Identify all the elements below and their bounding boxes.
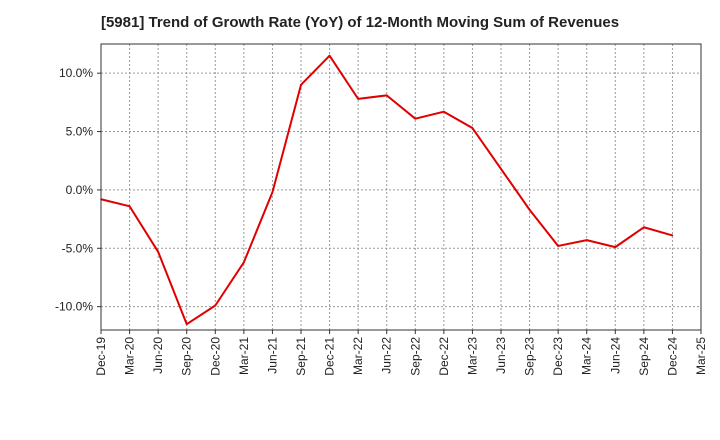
x-tick-label: Dec-22 <box>437 337 451 376</box>
chart-title: [5981] Trend of Growth Rate (YoY) of 12-… <box>100 14 620 31</box>
x-tick-label: Dec-24 <box>665 337 679 376</box>
x-tick-label: Mar-24 <box>580 337 594 375</box>
data-point <box>357 98 359 100</box>
x-tick-label: Sep-20 <box>180 337 194 376</box>
data-point <box>157 250 159 253</box>
x-tick-label: Jun-23 <box>494 337 508 374</box>
x-tick-label: Sep-23 <box>523 337 537 376</box>
data-point <box>243 261 245 264</box>
x-tick-label: Mar-22 <box>351 337 365 375</box>
x-tick-label: Jun-24 <box>608 337 622 374</box>
data-point <box>557 245 559 247</box>
data-point <box>500 168 502 170</box>
data-point <box>385 94 388 97</box>
x-tick-label: Dec-23 <box>551 337 565 376</box>
x-tick-label: Sep-21 <box>294 337 308 376</box>
data-point <box>614 246 617 248</box>
y-tick-label: 0.0% <box>66 183 94 197</box>
data-point <box>585 239 588 241</box>
data-point <box>414 117 417 120</box>
data-point <box>328 54 331 57</box>
plot-frame <box>100 43 702 331</box>
data-point <box>185 323 188 325</box>
data-point <box>528 208 531 211</box>
data-point <box>643 226 645 229</box>
x-tick-label: Mar-25 <box>694 337 708 375</box>
data-point <box>300 84 302 86</box>
x-tick-label: Dec-21 <box>323 337 337 376</box>
data-point <box>443 110 445 113</box>
x-tick-label: Mar-23 <box>465 337 479 375</box>
x-tick-label: Sep-24 <box>637 337 651 376</box>
x-tick-label: Dec-20 <box>208 337 222 376</box>
x-tick-label: Dec-19 <box>94 337 108 376</box>
x-tick-label: Mar-20 <box>123 337 137 375</box>
data-point <box>271 191 274 194</box>
x-tick-label: Mar-21 <box>237 337 251 375</box>
x-tick-label: Jun-21 <box>265 337 279 374</box>
data-point <box>128 205 131 208</box>
y-tick-label: -10.0% <box>55 300 93 314</box>
data-point <box>671 234 674 237</box>
y-tick-label: -5.0% <box>62 241 94 255</box>
x-tick-label: Jun-22 <box>380 337 394 374</box>
y-tick-label: 5.0% <box>66 125 94 139</box>
y-tick-label: 10.0% <box>59 66 93 80</box>
data-point <box>471 127 474 129</box>
data-point <box>214 304 217 307</box>
x-tick-label: Jun-20 <box>151 337 165 374</box>
x-tick-label: Sep-22 <box>408 337 422 376</box>
